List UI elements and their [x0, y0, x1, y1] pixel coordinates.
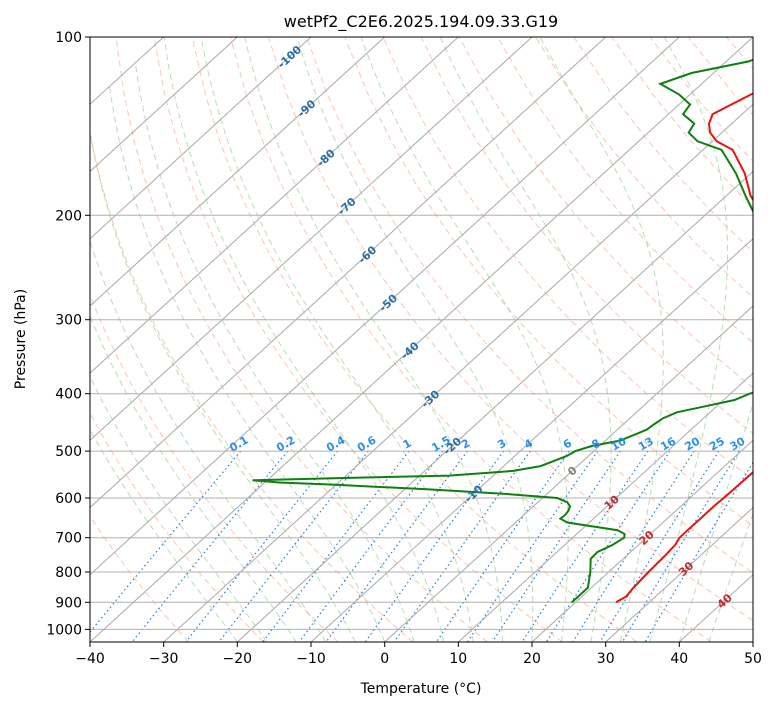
plot-frame [89, 36, 754, 643]
mixing-ratio-line [325, 450, 468, 642]
dewpoint-line [252, 58, 753, 604]
moist-adiabat [539, 37, 664, 642]
x-tick-label: −30 [149, 651, 179, 667]
dry-adiabat [90, 293, 339, 642]
x-tick-label: 40 [670, 651, 688, 667]
dry-adiabat [229, 37, 712, 642]
mixing-ratio-line [644, 461, 753, 642]
y-axis-title: Pressure (hPa) [13, 289, 29, 389]
y-tick-label: 300 [55, 313, 82, 329]
dry-adiabat [90, 515, 190, 642]
sounding-lines [252, 58, 753, 604]
moist-adiabat [90, 428, 238, 642]
mixing-ratio-line [131, 450, 289, 642]
chart-title: wetPf2_C2E6.2025.194.09.33.G19 [284, 12, 558, 32]
dry-adiabat [268, 37, 753, 622]
y-tick-label: 200 [55, 208, 82, 224]
x-tick-label: −40 [75, 651, 105, 667]
isotherm-line [90, 37, 386, 307]
moist-adiabat [439, 37, 612, 642]
isotherm-line [384, 305, 753, 642]
mixing-ratio-line [521, 450, 649, 642]
y-axis-ticks: 100 200 300 400 500 600 700 800 900 1000 [46, 30, 90, 638]
y-tick-label: 500 [55, 444, 82, 460]
y-tick-label: 800 [55, 565, 82, 581]
isotherm-line [163, 103, 753, 642]
mixing-ratio-line [298, 450, 444, 642]
isotherm-line [90, 37, 312, 240]
temperature-line [615, 92, 753, 604]
moist-adiabat [163, 37, 445, 642]
x-axis-title: Temperature (°C) [360, 681, 482, 697]
isotherm-line [90, 37, 533, 442]
isotherm-line [605, 506, 753, 642]
x-tick-label: 10 [449, 651, 467, 667]
moist-adiabat [200, 37, 474, 642]
y-tick-label: 700 [55, 531, 82, 547]
moist-adiabat [360, 37, 569, 642]
x-tick-label: 30 [597, 651, 615, 667]
isotherm-line [531, 439, 753, 642]
dry-adiabat [115, 37, 488, 642]
dry-adiabat [191, 37, 638, 642]
isotherm-line [90, 37, 459, 374]
moist-adiabat [649, 37, 728, 642]
dry-adiabat [496, 37, 753, 344]
dry-adiabat [306, 37, 753, 574]
isotherm-line [457, 372, 753, 642]
pressure-gridlines [90, 37, 753, 630]
dry-adiabat [90, 412, 264, 642]
mixing-ratio-line [466, 450, 599, 642]
dry-adiabat [382, 37, 753, 481]
isotherm-line [236, 170, 753, 642]
x-tick-label: 0 [380, 651, 389, 667]
moist-adiabat [708, 513, 753, 642]
moist-adiabat [134, 61, 415, 642]
isotherm-line [90, 37, 238, 173]
x-tick-label: −20 [223, 651, 253, 667]
moist-adiabat [244, 37, 503, 642]
y-tick-label: 1000 [46, 622, 82, 638]
moist-adiabat [90, 239, 327, 642]
x-axis-ticks: −40 −30 −20 −10 0 10 20 30 40 50 [75, 642, 762, 667]
isotherm-line [90, 37, 680, 576]
mixing-ratio-line [218, 450, 369, 642]
y-tick-label: 600 [55, 491, 82, 507]
moist-adiabat [296, 37, 534, 642]
mixing-ratio-line [262, 450, 410, 642]
isotherm-line [310, 237, 753, 642]
mixing-ratio-line [364, 450, 505, 642]
y-tick-label: 400 [55, 387, 82, 403]
x-tick-label: −10 [296, 651, 326, 667]
mixing-ratio-line [185, 450, 339, 642]
dry-adiabat [90, 130, 414, 642]
x-tick-label: 50 [744, 651, 762, 667]
isotherm-line [90, 37, 607, 509]
dry-adiabat [535, 37, 753, 298]
x-tick-label: 20 [523, 651, 541, 667]
mixing-ratio-line [572, 450, 695, 642]
isotherm-line [90, 37, 753, 642]
y-tick-label: 900 [55, 595, 82, 611]
moist-adiabat [678, 401, 753, 642]
y-tick-label: 100 [55, 30, 82, 46]
